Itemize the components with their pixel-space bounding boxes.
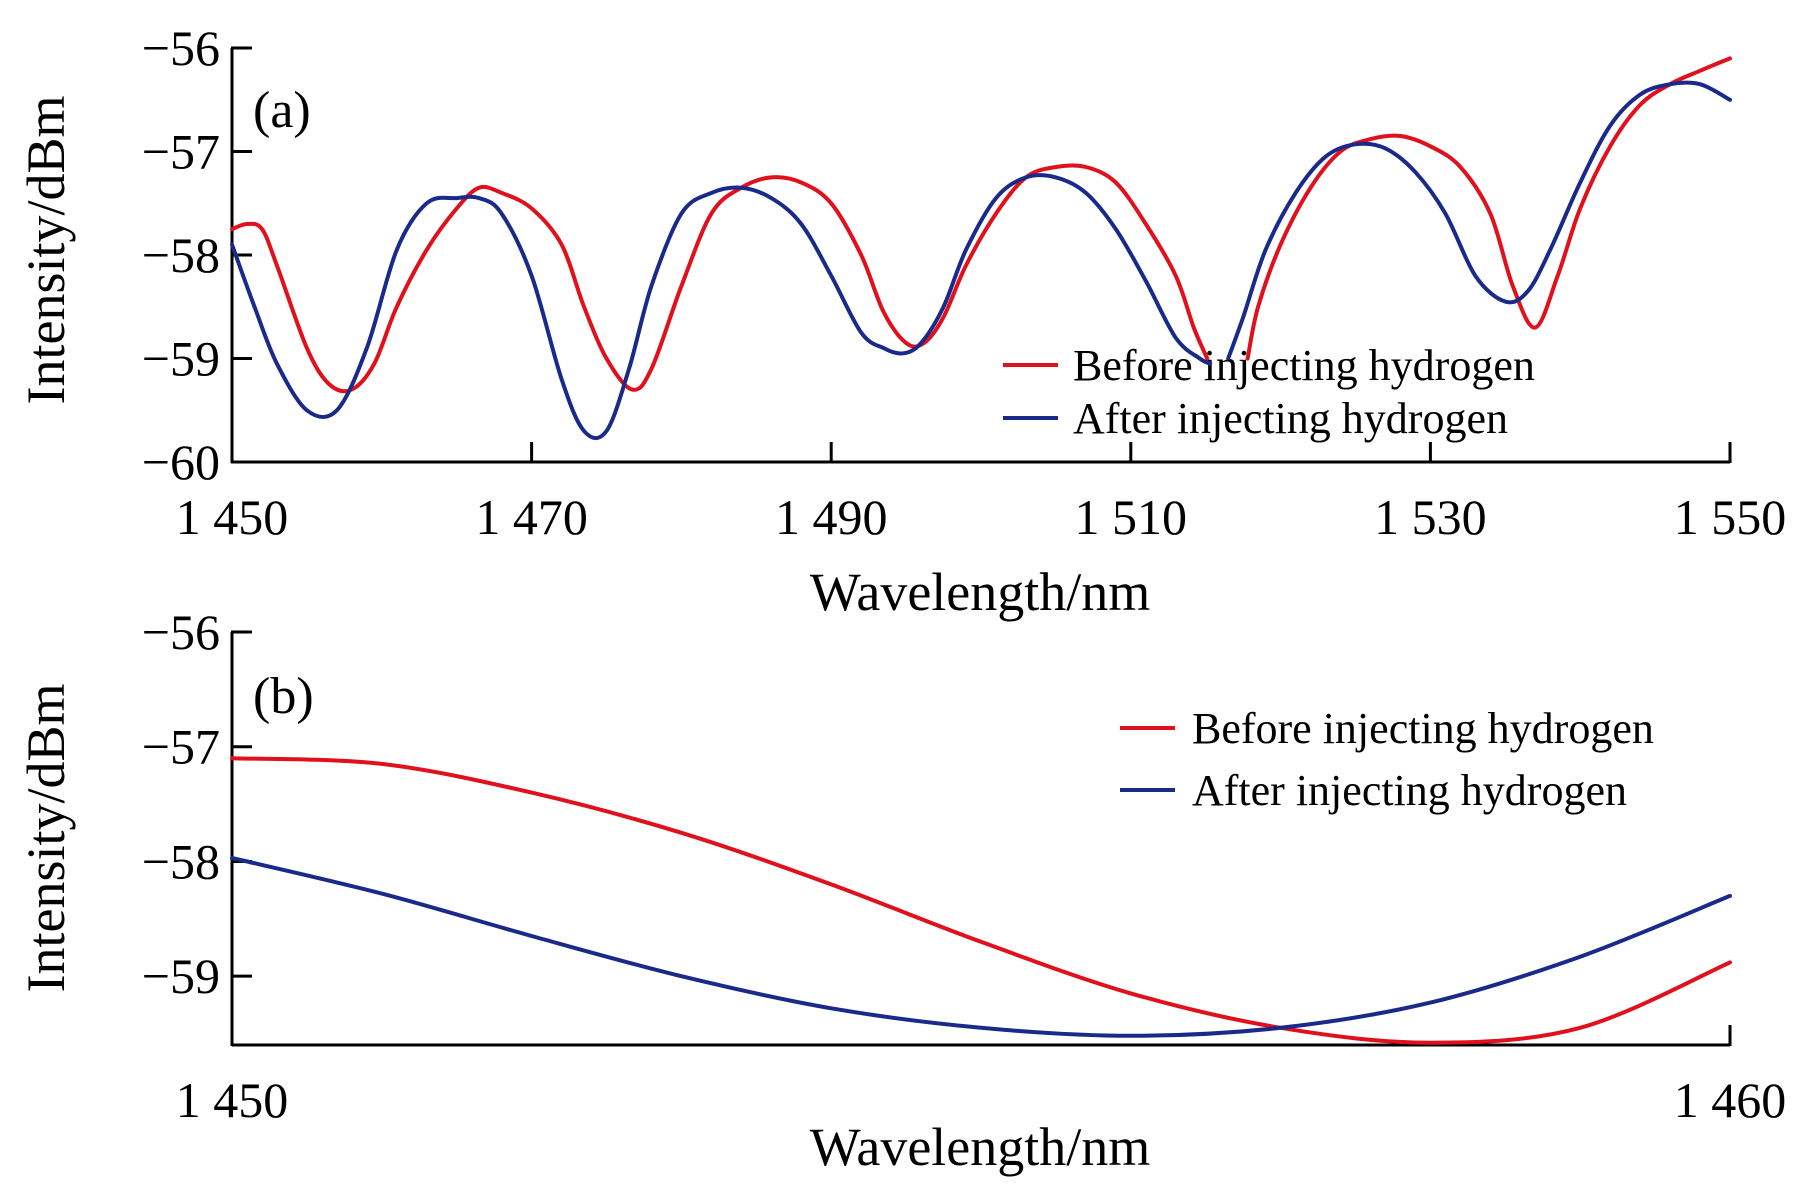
panel-b-ylabel: Intensity/dBm xyxy=(16,684,76,993)
panel-b-x-tick-label: 1 450 xyxy=(176,1072,289,1128)
panel-a-label: (a) xyxy=(253,82,311,139)
legend-label-before: Before injecting hydrogen xyxy=(1073,341,1535,390)
panel-b-y-tick-label: −57 xyxy=(142,719,220,775)
panel-a-x-tick-label: 1 510 xyxy=(1075,489,1188,545)
panel-a-x-tick-label: 1 490 xyxy=(775,489,888,545)
panel-a-y-tick-label: −56 xyxy=(142,20,220,76)
legend-label-after: After injecting hydrogen xyxy=(1192,766,1627,815)
panel-b-legend: Before injecting hydrogen After injectin… xyxy=(1120,704,1654,815)
panel-b-y-tick-label: −56 xyxy=(142,604,220,660)
panel-a-x-tick-label: 1 450 xyxy=(176,489,289,545)
legend-label-after: After injecting hydrogen xyxy=(1073,394,1508,443)
panel-a-x-tick-label: 1 530 xyxy=(1374,489,1487,545)
panel-a-y-tick-label: −57 xyxy=(142,124,220,180)
panel-a-x-tick-label: 1 550 xyxy=(1674,489,1787,545)
panel-a-y-tick-label: −60 xyxy=(142,434,220,490)
panel-a-ylabel: Intensity/dBm xyxy=(16,96,76,405)
panel-b-x-tick-label: 1 460 xyxy=(1674,1072,1787,1128)
panel-b-y-tick-label: −58 xyxy=(142,833,220,889)
panel-b-series-after-line xyxy=(230,856,1732,1038)
panel-b-y-tick-label: −59 xyxy=(142,948,220,1004)
panel-a-series-before-line xyxy=(230,56,1732,394)
panel-b-chart: (b) Intensity/dBm Wavelength/nm Before i… xyxy=(16,604,1786,1177)
panel-a-series-after-line xyxy=(230,80,1732,441)
panel-a-y-tick-label: −58 xyxy=(142,227,220,283)
legend-label-before: Before injecting hydrogen xyxy=(1192,704,1654,753)
panel-a-x-tick-label: 1 470 xyxy=(475,489,588,545)
panel-a-legend: Before injecting hydrogen After injectin… xyxy=(1003,341,1535,443)
panel-a-y-tick-label: −59 xyxy=(142,331,220,387)
panel-b-series-before-line xyxy=(230,756,1732,1045)
panel-b-xlabel: Wavelength/nm xyxy=(810,1117,1151,1177)
panel-a-chart: (a) Intensity/dBm Wavelength/nm Before i… xyxy=(16,20,1786,622)
panel-b-label: (b) xyxy=(253,668,314,725)
panel-a-xlabel: Wavelength/nm xyxy=(810,562,1151,622)
